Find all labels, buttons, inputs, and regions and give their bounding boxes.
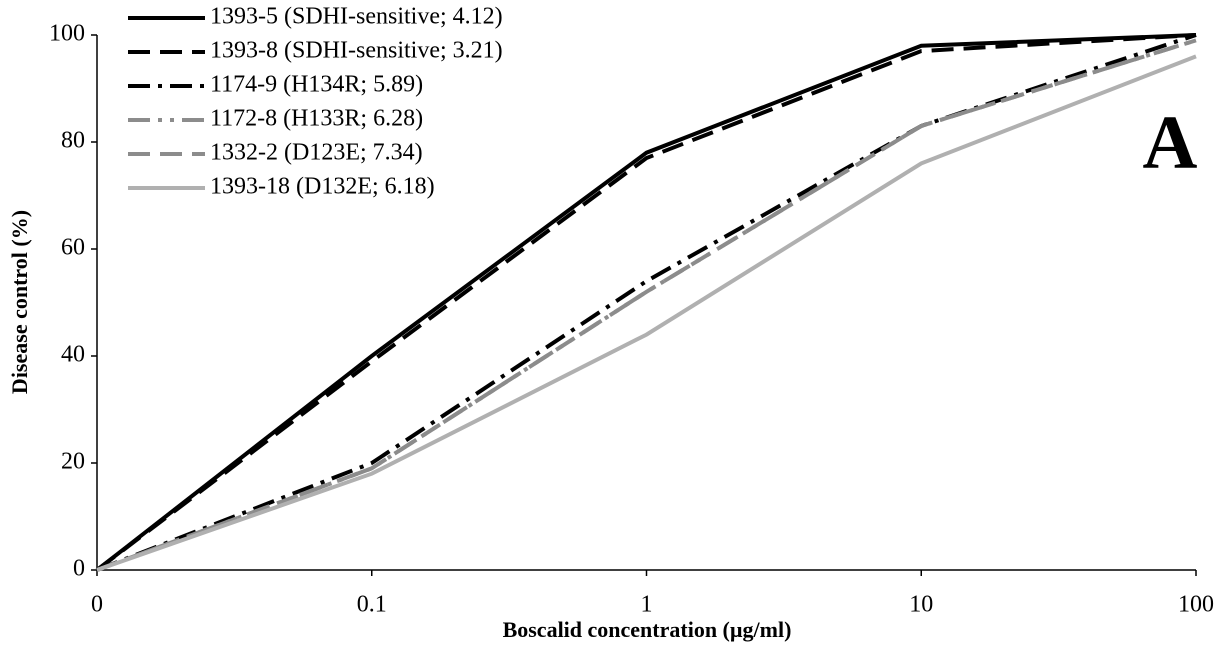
annotation: A bbox=[1143, 100, 1198, 184]
legend-label: 1174-9 (H134R; 5.89) bbox=[210, 72, 423, 98]
y-tick-label: 20 bbox=[61, 449, 85, 475]
series-line bbox=[95, 33, 1197, 572]
x-tick-label: 0 bbox=[91, 592, 103, 618]
x-tick-label: 0.1 bbox=[357, 592, 387, 618]
x-tick-label: 100 bbox=[1178, 592, 1214, 618]
y-tick-label: 40 bbox=[61, 342, 85, 368]
y-tick-label: 60 bbox=[61, 235, 85, 261]
x-tick-label: 10 bbox=[909, 592, 933, 618]
series-line bbox=[95, 33, 1197, 572]
legend-label: 1393-18 (D132E; 6.18) bbox=[210, 174, 435, 200]
legend-label: 1393-8 (SDHI-sensitive; 3.21) bbox=[210, 38, 503, 64]
y-tick-label: 0 bbox=[73, 556, 85, 582]
legend-label: 1393-5 (SDHI-sensitive; 4.12) bbox=[210, 4, 503, 30]
y-tick-label: 100 bbox=[49, 21, 85, 47]
y-axis-title: Disease control (%) bbox=[7, 210, 32, 394]
legend-label: 1172-8 (H133R; 6.28) bbox=[210, 106, 423, 132]
x-tick-label: 1 bbox=[641, 592, 653, 618]
x-axis-title: Boscalid concentration (µg/ml) bbox=[503, 617, 792, 642]
legend-label: 1332-2 (D123E; 7.34) bbox=[210, 140, 423, 166]
series-line bbox=[96, 38, 1197, 572]
y-tick-label: 80 bbox=[61, 128, 85, 154]
series-line bbox=[96, 54, 1197, 572]
